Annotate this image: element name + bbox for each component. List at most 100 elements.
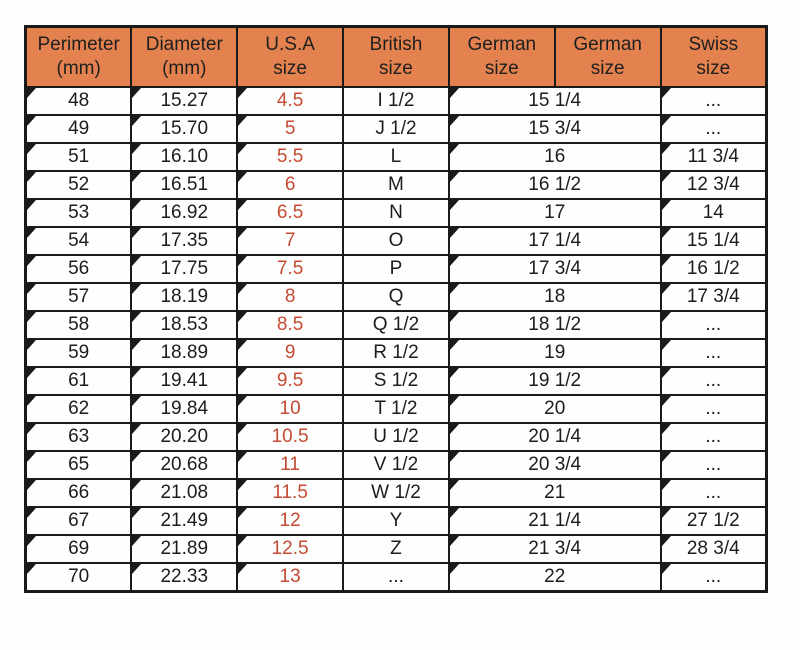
perimeter-cell: 58 [24, 310, 133, 340]
german-size-cell: 16 [447, 142, 662, 172]
german-size-cell: 15 1/4 [447, 86, 662, 116]
british-size-cell: T 1/2 [342, 394, 450, 424]
header-perimeter: Perimeter (mm) [24, 25, 133, 88]
usa-size-cell: 6.5 [236, 198, 345, 228]
swiss-size-cell: 16 1/2 [659, 254, 768, 284]
table-row: 65 20.68 11 V 1/2 20 3/4... [24, 450, 768, 480]
usa-size-cell: 4.5 [236, 86, 345, 116]
swiss-size-cell: ... [659, 422, 768, 452]
usa-size-cell: 12.5 [236, 534, 345, 564]
usa-size-cell: 8.5 [236, 310, 345, 340]
header-diameter: Diameter (mm) [130, 25, 239, 88]
header-british-line2: size [379, 58, 413, 79]
perimeter-cell: 49 [24, 114, 133, 144]
british-size-cell: N [342, 198, 450, 228]
british-size-cell: Y [342, 506, 450, 536]
british-size-cell: R 1/2 [342, 338, 450, 368]
table-row: 57 18.19 8 Q 18 17 3/4 [24, 282, 768, 312]
german-size-cell: 16 1/2 [447, 170, 662, 200]
table-row: 62 19.84 10 T 1/2 20... [24, 394, 768, 424]
german-size-cell: 20 [447, 394, 662, 424]
german-size-cell: 19 [447, 338, 662, 368]
usa-size-cell: 7.5 [236, 254, 345, 284]
swiss-size-cell: 14 [659, 198, 768, 228]
swiss-size-cell: ... [659, 114, 768, 144]
ring-size-conversion-table-wrap: Perimeter (mm) Diameter (mm) U.S.A size … [24, 25, 768, 593]
german-size-cell: 22 [447, 562, 662, 593]
usa-size-cell: 10.5 [236, 422, 345, 452]
swiss-size-cell: 11 3/4 [659, 142, 768, 172]
table-row: 48 15.27 4.5 I 1/2 15 1/4... [24, 86, 768, 116]
perimeter-cell: 65 [24, 450, 133, 480]
british-size-cell: Q 1/2 [342, 310, 450, 340]
swiss-size-cell: ... [659, 338, 768, 368]
german-size-cell: 17 1/4 [447, 226, 662, 256]
perimeter-cell: 62 [24, 394, 133, 424]
swiss-size-cell: ... [659, 86, 768, 116]
usa-size-cell: 9 [236, 338, 345, 368]
diameter-cell: 20.20 [130, 422, 239, 452]
swiss-size-cell: 17 3/4 [659, 282, 768, 312]
table-header: Perimeter (mm) Diameter (mm) U.S.A size … [24, 25, 768, 88]
usa-size-cell: 11.5 [236, 478, 345, 508]
british-size-cell: U 1/2 [342, 422, 450, 452]
header-swiss-size: Swiss size [659, 25, 768, 88]
swiss-size-cell: ... [659, 478, 768, 508]
table-row: 67 21.49 12 Y 21 1/4 27 1/2 [24, 506, 768, 536]
perimeter-cell: 67 [24, 506, 133, 536]
header-usa-size: U.S.A size [236, 25, 345, 88]
table-body: 48 15.27 4.5 I 1/2 15 1/4... 49 15.70 5 J 1/2 15 … [24, 86, 768, 593]
diameter-cell: 17.35 [130, 226, 239, 256]
diameter-cell: 17.75 [130, 254, 239, 284]
usa-size-cell: 11 [236, 450, 345, 480]
diameter-cell: 15.70 [130, 114, 239, 144]
diameter-cell: 19.41 [130, 366, 239, 396]
diameter-cell: 16.92 [130, 198, 239, 228]
header-german2-line2: size [590, 58, 625, 79]
british-size-cell: V 1/2 [342, 450, 450, 480]
british-size-cell: L [342, 142, 450, 172]
header-german2-line1: German [573, 33, 642, 55]
header-row: Perimeter (mm) Diameter (mm) U.S.A size … [24, 25, 768, 88]
header-british-size: British size [342, 25, 450, 88]
diameter-cell: 22.33 [130, 562, 239, 593]
diameter-cell: 16.51 [130, 170, 239, 200]
table-row: 63 20.20 10.5 U 1/2 20 1/4... [24, 422, 768, 452]
perimeter-cell: 54 [24, 226, 133, 256]
table-row: 52 16.51 6 M 16 1/2 12 3/4 [24, 170, 768, 200]
german-size-cell: 17 [447, 198, 662, 228]
british-size-cell: S 1/2 [342, 366, 450, 396]
german-size-cell: 19 1/2 [447, 366, 662, 396]
british-size-cell: W 1/2 [342, 478, 450, 508]
swiss-size-cell: ... [659, 366, 768, 396]
perimeter-cell: 59 [24, 338, 133, 368]
perimeter-cell: 61 [24, 366, 133, 396]
diameter-cell: 16.10 [130, 142, 239, 172]
table-row: 66 21.08 11.5 W 1/2 21... [24, 478, 768, 508]
usa-size-cell: 6 [236, 170, 345, 200]
diameter-cell: 21.08 [130, 478, 239, 508]
german-size-cell: 21 [447, 478, 662, 508]
header-perimeter-line1: Perimeter [37, 33, 120, 55]
usa-size-cell: 12 [236, 506, 345, 536]
usa-size-cell: 5.5 [236, 142, 345, 172]
swiss-size-cell: ... [659, 562, 768, 593]
perimeter-cell: 57 [24, 282, 133, 312]
swiss-size-cell: 28 3/4 [659, 534, 768, 564]
german-size-cell: 17 3/4 [447, 254, 662, 284]
table-row: 56 17.75 7.5 P 17 3/4 16 1/2 [24, 254, 768, 284]
table-row: 69 21.89 12.5 Z 21 3/4 28 3/4 [24, 534, 768, 564]
diameter-cell: 18.19 [130, 282, 239, 312]
swiss-size-cell: ... [659, 310, 768, 340]
british-size-cell: Z [342, 534, 450, 564]
usa-size-cell: 8 [236, 282, 345, 312]
table-row: 49 15.70 5 J 1/2 15 3/4... [24, 114, 768, 144]
swiss-size-cell: ... [659, 394, 768, 424]
header-british-line1: British [369, 33, 423, 55]
header-german-size-1: German size [447, 25, 556, 88]
table-row: 59 18.89 9 R 1/2 19... [24, 338, 768, 368]
header-usa-line1: U.S.A [265, 33, 315, 55]
british-size-cell: ... [342, 562, 450, 593]
table-row: 53 16.92 6.5 N 17 14 [24, 198, 768, 228]
british-size-cell: M [342, 170, 450, 200]
